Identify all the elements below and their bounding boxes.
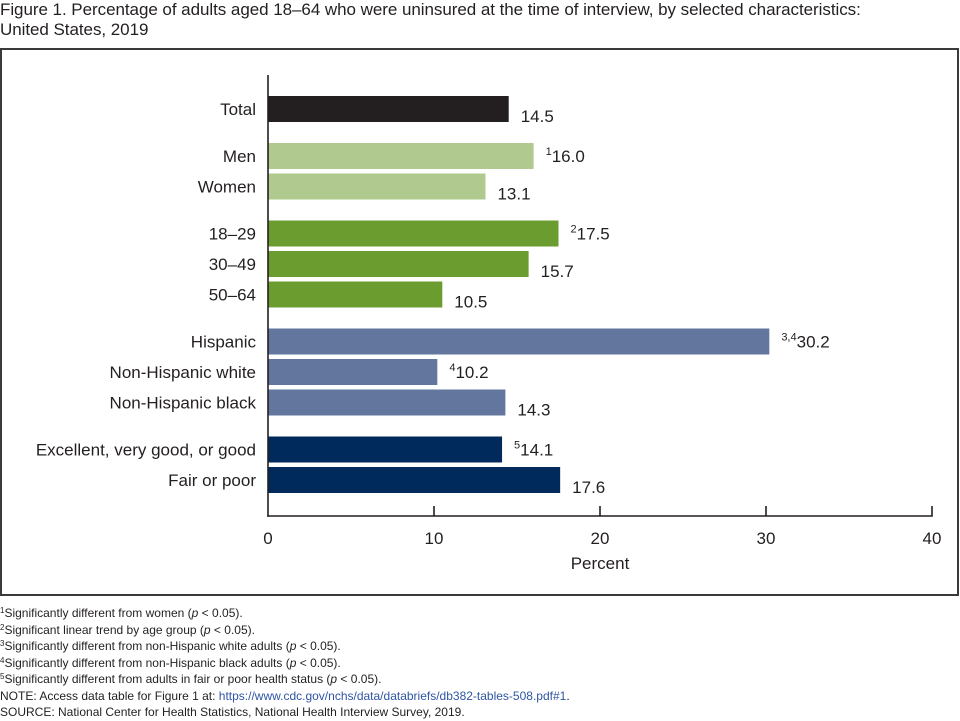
value-text: 15.7: [541, 262, 574, 281]
footnote-italic: p: [203, 622, 211, 637]
category-label-non-hispanic-black: Non-Hispanic black: [110, 394, 257, 413]
category-label-men: Men: [223, 147, 256, 166]
bar-fair-or-poor: [268, 467, 561, 493]
category-label-non-hispanic-white: Non-Hispanic white: [110, 363, 256, 382]
significance-superscript: 2: [571, 224, 577, 236]
value-text: 13.1: [497, 185, 530, 204]
value-label-30-49: 15.7: [541, 262, 574, 281]
footnote-text: Significantly different from adults in f…: [4, 672, 331, 686]
footnote-text: Significantly different from non-Hispani…: [4, 655, 290, 670]
value-text: 14.3: [517, 401, 550, 420]
significance-superscript: 3,4: [781, 332, 796, 344]
category-label-18-29: 18–29: [209, 225, 256, 244]
bar-hispanic: [268, 328, 770, 355]
footnote-italic: p: [330, 672, 338, 686]
note-trailing: .: [566, 688, 570, 703]
footnote-2: 2Significant linear trend by age group (…: [0, 622, 570, 639]
footnote-marker: 5: [0, 672, 5, 681]
bar-non-hispanic-white: [268, 359, 438, 385]
significance-superscript: 4: [449, 362, 455, 374]
figure-title: Figure 1. Percentage of adults aged 18–6…: [0, 0, 861, 40]
value-label-women: 13.1: [497, 185, 530, 204]
value-text: 14.1: [520, 441, 553, 460]
x-tick-label: 40: [923, 529, 942, 548]
value-label-excellent-very-good-or-good: 514.1: [514, 440, 553, 460]
footnote-text: < 0.05).: [198, 606, 243, 620]
category-label-fair-or-poor: Fair or poor: [168, 471, 256, 490]
footnote-4: 4Significantly different from non-Hispan…: [0, 655, 570, 672]
value-label-18-29: 217.5: [571, 224, 610, 244]
footnote-marker: 2: [0, 622, 5, 632]
footnote-marker: 4: [0, 655, 5, 665]
footnote-1: 1Significantly different from women (p <…: [0, 605, 570, 622]
category-label-total: Total: [220, 100, 256, 119]
bar-non-hispanic-black: [268, 389, 506, 416]
footnote-5: 5Significantly different from adults in …: [0, 671, 570, 688]
bar-18-29: [268, 220, 559, 247]
significance-superscript: 5: [514, 440, 520, 452]
value-labels: 14.5116.013.1217.515.710.53,430.2410.214…: [449, 107, 829, 497]
value-text: 10.2: [455, 363, 488, 382]
data-table-link[interactable]: https://www.cdc.gov/nchs/data/databriefs…: [218, 688, 567, 703]
value-text: 14.5: [521, 107, 554, 126]
value-label-50-64: 10.5: [454, 293, 487, 312]
footnote-marker: 3: [0, 639, 5, 648]
x-tick-label: 0: [263, 529, 272, 548]
bar-50-64: [268, 281, 443, 308]
value-text: 16.0: [552, 147, 585, 166]
footnote-text: Significantly different from non-Hispani…: [4, 639, 290, 653]
value-label-total: 14.5: [521, 107, 554, 126]
footnote-text: < 0.05).: [337, 672, 382, 686]
x-tick-label: 30: [757, 529, 776, 548]
bars-layer: [268, 96, 770, 493]
figure-title-line-1: Figure 1. Percentage of adults aged 18–6…: [0, 0, 861, 19]
chart-frame: [0, 48, 959, 596]
bar-total: [268, 96, 509, 122]
footnote-italic: p: [289, 655, 297, 670]
footnote-text: < 0.05).: [296, 639, 341, 653]
footnote-text: < 0.05).: [296, 655, 341, 670]
note-label: NOTE: Access data table for Figure 1 at:: [0, 688, 219, 703]
axes: [267, 75, 933, 517]
footnote-marker: 1: [0, 606, 5, 615]
value-text: 17.5: [577, 225, 610, 244]
value-label-men: 116.0: [546, 146, 585, 166]
value-label-fair-or-poor: 17.6: [572, 478, 605, 497]
x-tick-label: 20: [591, 529, 610, 548]
note-line: NOTE: Access data table for Figure 1 at:…: [0, 688, 570, 705]
category-label-30-49: 30–49: [209, 255, 256, 274]
footnote-italic: p: [191, 606, 199, 620]
value-text: 10.5: [454, 293, 487, 312]
bar-men: [268, 143, 534, 169]
footnote-text: Significant linear trend by age group (: [4, 622, 204, 637]
x-tick-labels: 0 10 20 30 40: [263, 529, 941, 548]
footnote-text: Significantly different from women (: [4, 606, 192, 620]
x-axis-title: Percent: [571, 554, 630, 573]
footnote-text: < 0.05).: [210, 622, 255, 637]
bar-excellent-very-good-or-good: [268, 436, 503, 463]
bar-women: [268, 173, 486, 200]
category-labels: Total Men Women 18–29 30–49 50–64 Hispanic Non-…: [36, 100, 257, 490]
significance-superscript: 1: [546, 146, 552, 158]
source-line: SOURCE: National Center for Health Stati…: [0, 705, 465, 719]
figure-title-line-2: United States, 2019: [0, 20, 149, 39]
category-label-hispanic: Hispanic: [191, 333, 257, 352]
value-text: 17.6: [572, 478, 605, 497]
footnote-italic: p: [289, 639, 297, 653]
value-label-hispanic: 3,430.2: [781, 332, 829, 352]
footnotes: 1Significantly different from women (p <…: [0, 605, 570, 721]
category-label-excellent-very-good-or-good: Excellent, very good, or good: [36, 441, 256, 460]
footnote-3: 3Significantly different from non-Hispan…: [0, 638, 570, 655]
value-label-non-hispanic-black: 14.3: [517, 401, 550, 420]
x-tick-label: 10: [425, 529, 444, 548]
value-label-non-hispanic-white: 410.2: [449, 362, 488, 382]
value-text: 30.2: [797, 333, 830, 352]
category-label-50-64: 50–64: [209, 286, 256, 305]
category-label-women: Women: [198, 178, 256, 197]
bar-30-49: [268, 251, 529, 277]
